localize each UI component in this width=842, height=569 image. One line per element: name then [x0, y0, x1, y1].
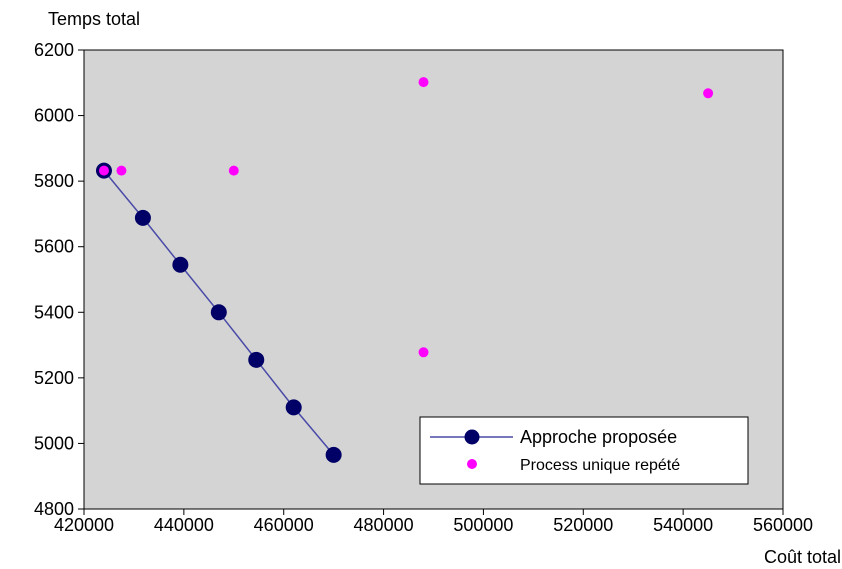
- series-process-point: [116, 165, 127, 176]
- y-tick-label: 4800: [34, 499, 74, 519]
- series-process-point: [228, 165, 239, 176]
- series-process-point: [98, 165, 109, 176]
- y-tick-label: 6200: [34, 40, 74, 60]
- series-approche-point: [248, 351, 265, 368]
- legend-series2-label: Process unique repété: [520, 457, 680, 474]
- legend-series1-label: Approche proposée: [520, 427, 677, 447]
- x-tick-label: 560000: [753, 515, 813, 535]
- y-tick-label: 5800: [34, 171, 74, 191]
- y-tick-label: 5600: [34, 237, 74, 257]
- x-axis-title: Coût total: [764, 547, 841, 567]
- y-tick-label: 6000: [34, 106, 74, 126]
- x-tick-label: 480000: [354, 515, 414, 535]
- x-tick-label: 520000: [553, 515, 613, 535]
- y-tick-label: 5200: [34, 368, 74, 388]
- series-process-point: [418, 347, 429, 358]
- series-process-point: [418, 77, 429, 88]
- series-approche-point: [285, 399, 302, 416]
- legend-series2-marker: [467, 459, 477, 469]
- series-approche-point: [172, 256, 189, 273]
- x-tick-label: 420000: [54, 515, 114, 535]
- x-axis: 420000 440000 460000 480000 500000 520000 5400…: [54, 509, 813, 535]
- legend: Approche proposée Process unique repété: [419, 416, 749, 485]
- x-tick-label: 460000: [254, 515, 314, 535]
- y-axis: 4800 5000 5200 5400 5600 5800 6000 6200: [34, 40, 84, 519]
- x-tick-label: 540000: [653, 515, 713, 535]
- series-approche-point: [134, 209, 151, 226]
- y-tick-label: 5000: [34, 433, 74, 453]
- x-tick-label: 500000: [453, 515, 513, 535]
- x-tick-label: 440000: [154, 515, 214, 535]
- series-layer: [95, 77, 714, 463]
- series-approche-point: [210, 304, 227, 321]
- y-axis-title: Temps total: [48, 9, 140, 29]
- legend-series1-marker: [464, 429, 480, 445]
- y-tick-label: 5400: [34, 302, 74, 322]
- series-process-point: [703, 88, 714, 99]
- series-approche-point: [325, 446, 342, 463]
- legend-box: [419, 416, 749, 485]
